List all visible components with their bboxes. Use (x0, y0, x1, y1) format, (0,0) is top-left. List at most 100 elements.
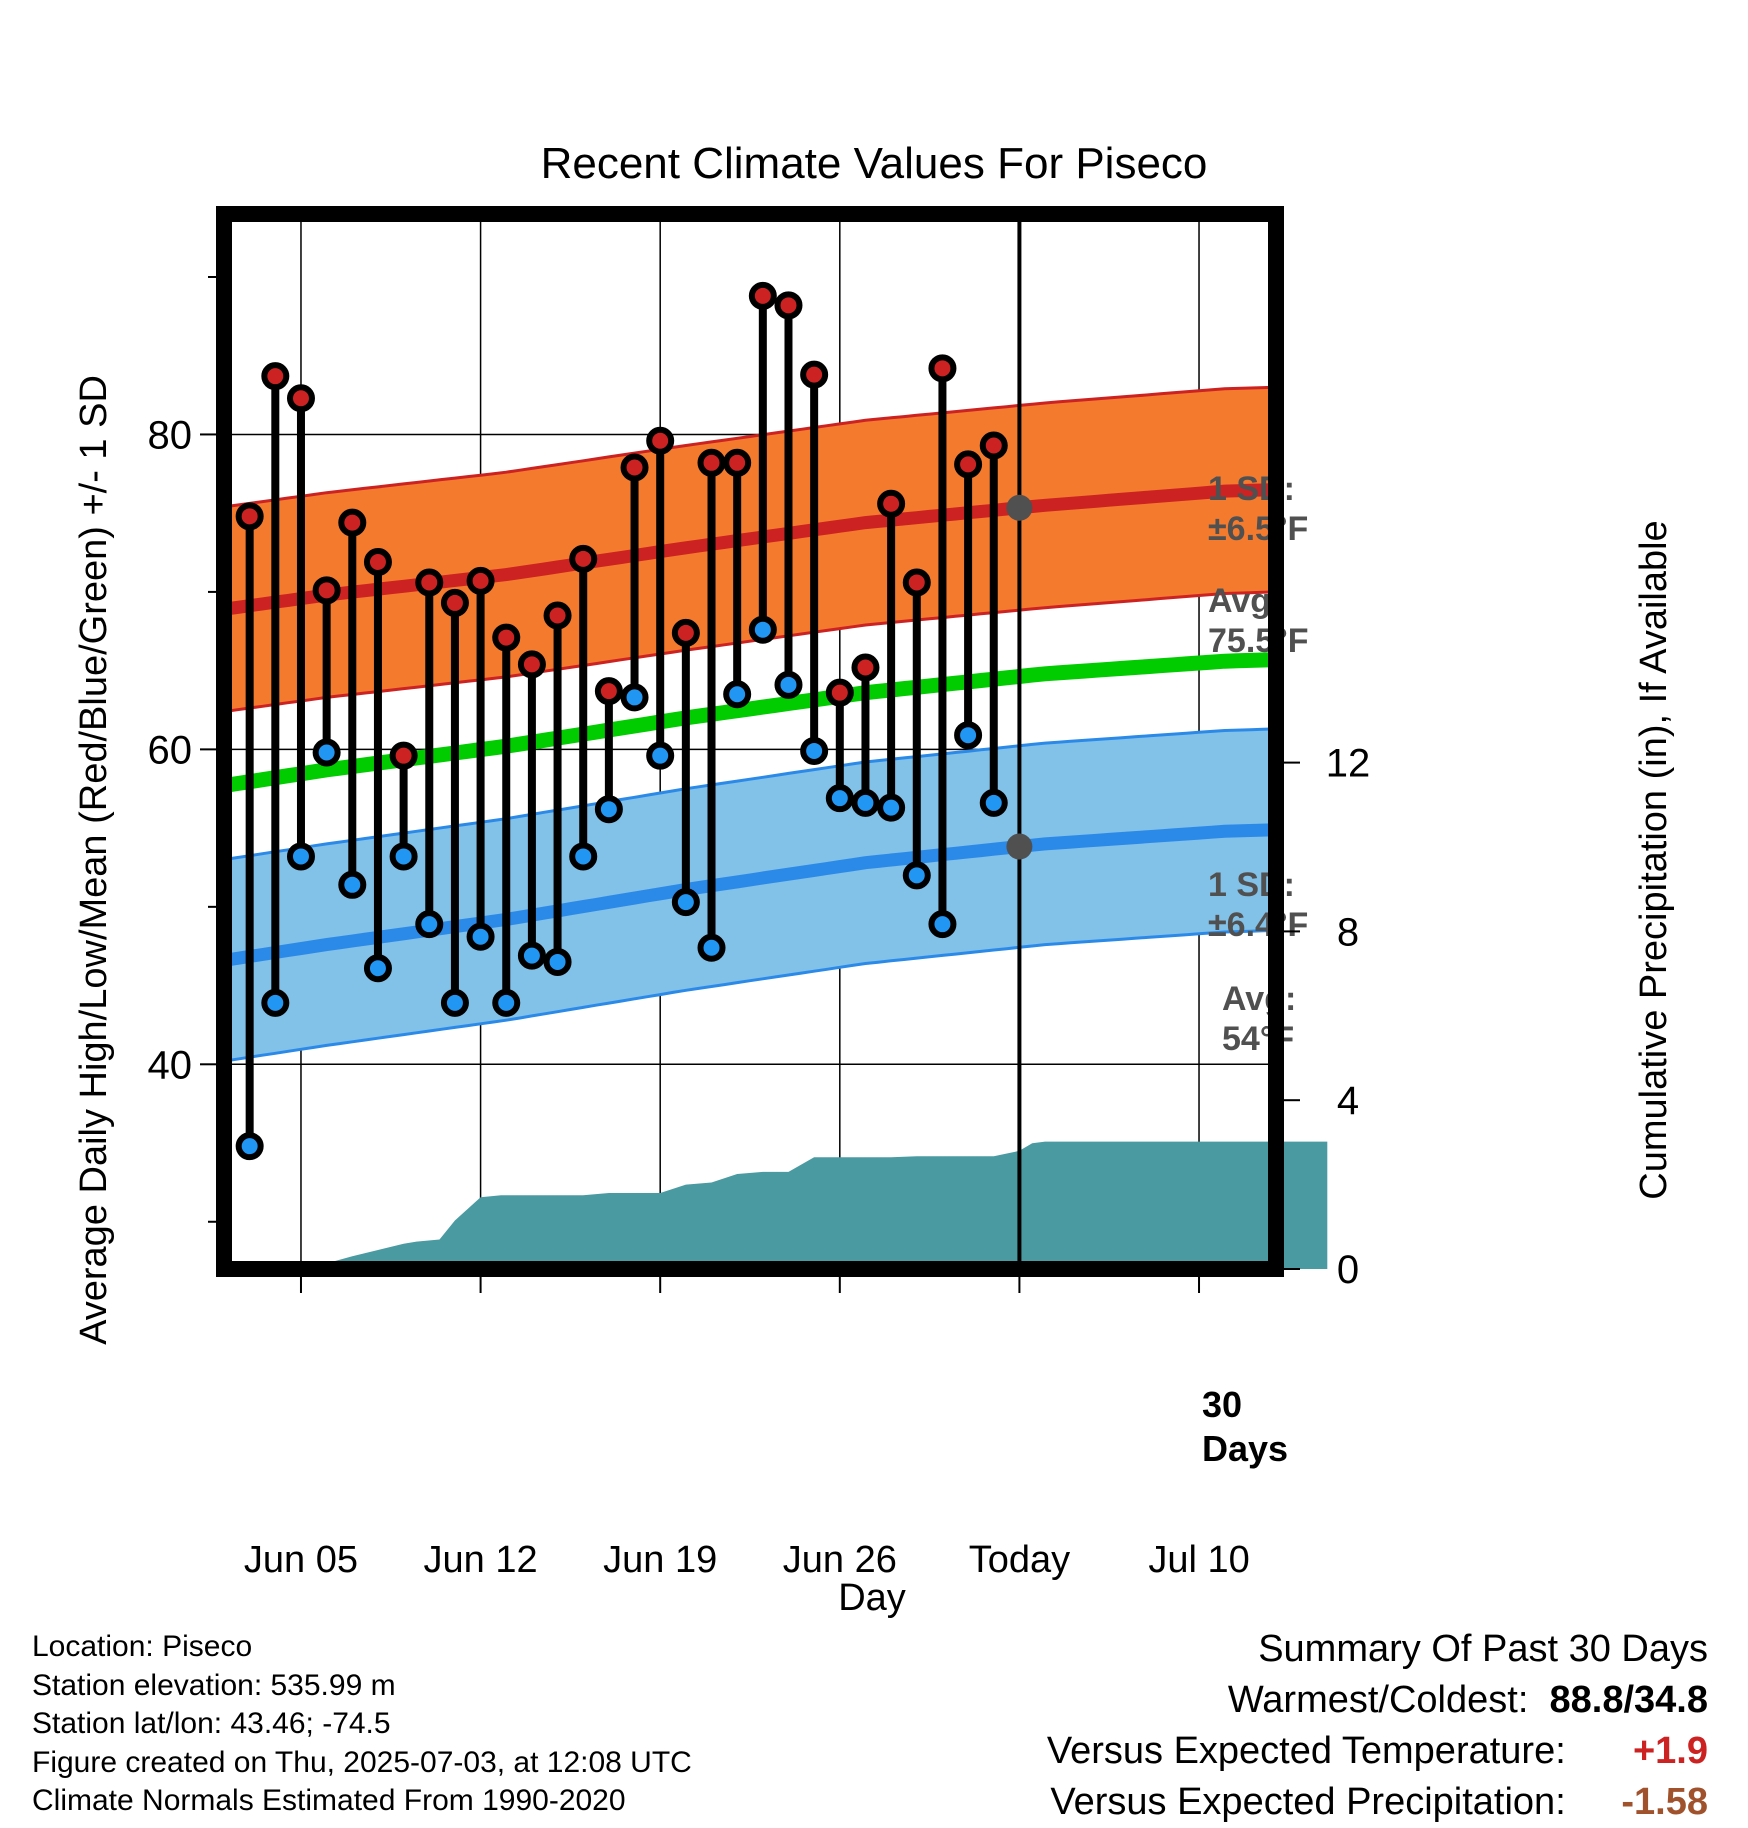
daily-high-point (902, 568, 931, 597)
daily-low-point (928, 910, 957, 939)
x-tick-label: Jun 26 (783, 1539, 897, 1581)
daily-high-point (543, 601, 572, 630)
summary-precip: Versus Expected Precipitation: -1.58 (1047, 1777, 1708, 1828)
y-left-tick-label: 40 (148, 1043, 193, 1087)
daily-low-point (902, 861, 931, 890)
daily-low-point (492, 988, 521, 1017)
daily-low-point (312, 738, 341, 767)
y-right-tick-label: 0 (1337, 1248, 1359, 1292)
daily-low-point (800, 736, 829, 765)
daily-high-point (851, 653, 880, 682)
daily-low-point (466, 922, 495, 951)
precip-label: Versus Expected Precipitation: (1050, 1781, 1566, 1823)
daily-high-point (492, 623, 521, 652)
daily-high-point (363, 547, 392, 576)
temp-value: +1.9 (1632, 1730, 1708, 1772)
daily-high-point (594, 677, 623, 706)
window-annotation: 30 (1202, 1384, 1242, 1425)
daily-high-point (979, 431, 1008, 460)
normals-text: Climate Normals Estimated From 1990-2020 (32, 1784, 626, 1817)
climate-chart: Recent Climate Values For Piseco 1 SD:±6… (73, 139, 1675, 1619)
plot-frame (216, 206, 1284, 1277)
daily-high-point (517, 650, 546, 679)
daily-low-point (363, 954, 392, 983)
daily-low-point (594, 795, 623, 824)
daily-high-point (697, 448, 726, 477)
station-metadata: Location: Piseco Station elevation: 535.… (32, 1628, 692, 1821)
today-low-avg-marker (1006, 833, 1033, 860)
daily-high-point (877, 489, 906, 518)
x-axis-label: Day (838, 1577, 906, 1619)
daily-low-point (825, 784, 854, 813)
daily-high-point (748, 281, 777, 310)
location-text: Location: Piseco (32, 1630, 253, 1663)
low-sd-band (224, 728, 1276, 1062)
warm-cold-label: Warmest/Coldest: (1227, 1679, 1529, 1721)
daily-low-point (517, 941, 546, 970)
high-band-upper-edge (223, 385, 1277, 509)
daily-low-point (877, 793, 906, 822)
y-right-tick-label: 8 (1337, 910, 1359, 954)
high-sd-annotation: ±6.5°F (1208, 510, 1308, 548)
temp-label: Versus Expected Temperature: (1046, 1730, 1566, 1772)
low-band-lower-edge (223, 929, 1277, 1063)
summary-title: Summary Of Past 30 Days (1258, 1628, 1708, 1670)
daily-high-point (825, 678, 854, 707)
y-axis-left-label: Average Daily High/Low/Mean (Red/Blue/Gr… (73, 375, 115, 1345)
daily-low-point (774, 670, 803, 699)
daily-low-point (697, 933, 726, 962)
y-right-tick-label: 12 (1326, 742, 1371, 786)
daily-low-point (415, 910, 444, 939)
daily-high-point (569, 544, 598, 573)
low-band-upper-edge (223, 727, 1277, 862)
daily-low-point (286, 842, 315, 871)
x-tick-label: Jul 10 (1148, 1539, 1249, 1581)
daily-low-point (543, 947, 572, 976)
high-sd-band (224, 387, 1276, 712)
daily-low-point (671, 888, 700, 917)
y-right-tick-label: 4 (1337, 1079, 1359, 1123)
daily-low-point (389, 842, 418, 871)
daily-low-point (620, 683, 649, 712)
daily-high-point (671, 618, 700, 647)
high-avg-annotation: 75.5°F (1208, 622, 1309, 660)
daily-high-point (723, 448, 752, 477)
daily-low-point (338, 870, 367, 899)
precip-value: -1.58 (1621, 1781, 1708, 1823)
y-axis-right-label: Cumulative Precipitation (in), If Availa… (1633, 520, 1675, 1199)
daily-low-point (646, 741, 675, 770)
daily-high-point (286, 384, 315, 413)
daily-high-point (774, 291, 803, 320)
daily-high-point (954, 450, 983, 479)
daily-low-point (979, 788, 1008, 817)
low-avg-annotation: Avg: (1222, 980, 1296, 1018)
daily-high-point (620, 453, 649, 482)
daily-high-point (338, 508, 367, 537)
x-tick-label: Jun 12 (424, 1539, 538, 1581)
warm-cold-value: 88.8/34.8 (1549, 1679, 1708, 1721)
daily-low-point (569, 842, 598, 871)
high-band-lower-edge (223, 590, 1277, 714)
daily-high-point (389, 741, 418, 770)
low-sd-annotation: ±6.4°F (1208, 906, 1308, 944)
x-tick-label: Today (969, 1539, 1070, 1581)
y-left-tick-label: 80 (148, 413, 193, 457)
daily-low-point (440, 988, 469, 1017)
elevation-text: Station elevation: 535.99 m (32, 1668, 396, 1702)
x-tick-label: Jun 19 (603, 1539, 717, 1581)
today-high-avg-marker (1006, 494, 1033, 521)
created-text: Figure created on Thu, 2025-07-03, at 12… (32, 1745, 692, 1779)
daily-low-point (954, 721, 983, 750)
daily-high-point (261, 362, 290, 391)
summary-warm-cold: Warmest/Coldest: 88.8/34.8 (1047, 1675, 1708, 1726)
daily-low-point (851, 788, 880, 817)
daily-high-point (235, 502, 264, 531)
daily-high-point (415, 568, 444, 597)
daily-low-point (235, 1132, 264, 1161)
daily-low-point (748, 615, 777, 644)
daily-high-point (928, 354, 957, 383)
summary-temp: Versus Expected Temperature: +1.9 (1047, 1726, 1708, 1777)
y-left-tick-label: 60 (148, 728, 193, 772)
x-tick-label: Jun 05 (244, 1539, 358, 1581)
summary-panel: Summary Of Past 30 Days Warmest/Coldest:… (1047, 1624, 1708, 1828)
